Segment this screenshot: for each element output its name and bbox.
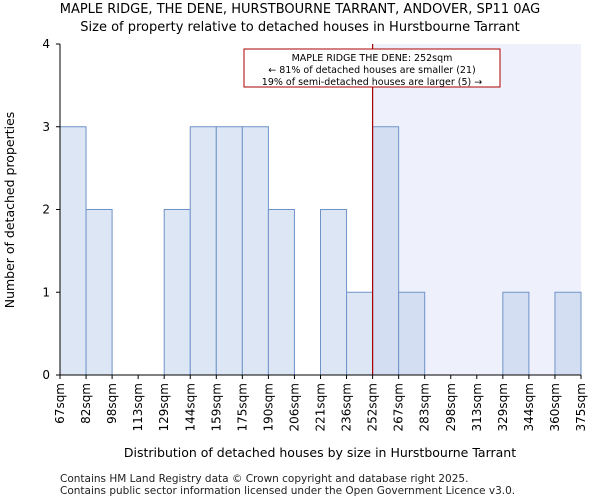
x-tick-label: 98sqm (105, 383, 119, 424)
x-tick-label: 283sqm (418, 383, 432, 431)
chart-subtitle: Size of property relative to detached ho… (80, 20, 520, 35)
x-tick-label: 190sqm (261, 383, 275, 431)
footer-line-2: Contains public sector information licen… (60, 485, 516, 497)
bar-252sqm (372, 126, 400, 376)
bar-175sqm (241, 126, 269, 376)
bar-82sqm (85, 209, 113, 376)
y-tick-label: 0 (42, 368, 50, 382)
x-tick-label: 313sqm (470, 383, 484, 431)
x-tick-label: 144sqm (183, 383, 197, 431)
y-tick-label: 2 (42, 203, 50, 217)
bar-360sqm (554, 291, 582, 376)
y-tick-label: 1 (42, 285, 50, 299)
y-tick-label: 3 (42, 120, 50, 134)
x-tick-label: 329sqm (496, 383, 510, 431)
bar-267sqm (398, 291, 426, 376)
x-tick-label: 221sqm (314, 383, 328, 431)
x-tick-label: 129sqm (157, 383, 171, 431)
annotation-line-3: 19% of semi-detached houses are larger (… (262, 77, 482, 88)
x-tick-label: 206sqm (287, 383, 301, 431)
x-tick-label: 82sqm (79, 383, 93, 424)
bar-67sqm (59, 126, 87, 376)
annotation-line-1: MAPLE RIDGE THE DENE: 252sqm (292, 53, 453, 64)
bar-159sqm (215, 126, 243, 376)
x-tick-label: 298sqm (444, 383, 458, 431)
x-tick-label: 252sqm (366, 383, 380, 431)
x-tick-label: 175sqm (235, 383, 249, 431)
x-tick-label: 267sqm (392, 383, 406, 431)
x-tick-label: 360sqm (548, 383, 562, 431)
bar-144sqm (189, 126, 217, 376)
bar-221sqm (320, 209, 348, 376)
annotation-line-2: ← 81% of detached houses are smaller (21… (268, 65, 475, 76)
annotation-box (243, 48, 501, 88)
x-tick-label: 67sqm (53, 383, 67, 424)
footer-line-1: Contains HM Land Registry data © Crown c… (60, 473, 469, 485)
y-tick-label: 4 (42, 37, 50, 51)
x-tick-label: 375sqm (574, 383, 588, 431)
x-tick-label: 113sqm (131, 383, 145, 431)
y-axis-label: Number of detached properties (2, 112, 17, 309)
x-axis-label: Distribution of detached houses by size … (124, 445, 516, 460)
x-tick-label: 159sqm (209, 383, 223, 431)
bar-129sqm (163, 209, 191, 376)
x-tick-label: 236sqm (340, 383, 354, 431)
bar-329sqm (502, 291, 530, 376)
x-tick-label: 344sqm (522, 383, 536, 431)
bar-236sqm (346, 291, 374, 376)
bar-190sqm (267, 209, 295, 376)
chart-title: MAPLE RIDGE, THE DENE, HURSTBOURNE TARRA… (59, 2, 541, 17)
